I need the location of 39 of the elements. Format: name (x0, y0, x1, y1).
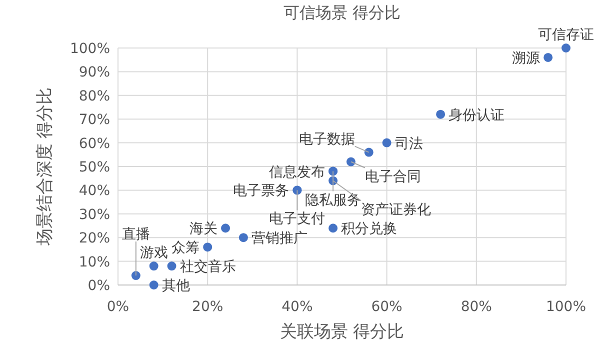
annotation: 游戏 (140, 245, 168, 262)
annotation: 积分兑换 (341, 221, 398, 238)
y-tick-label: 10% (78, 254, 110, 270)
annotation: 营销推广 (251, 230, 308, 247)
y-tick-label: 0% (88, 278, 110, 294)
y-tick-label: 30% (78, 206, 110, 223)
x-tick-label: 100% (546, 299, 586, 315)
y-tick-label: 60% (78, 136, 110, 152)
annotation: 电子数据 (298, 131, 355, 148)
chart-title: 可信场景 得分比 (283, 3, 401, 22)
annotation: 隐私服务 (305, 192, 362, 208)
y-tick-label: 100% (70, 41, 110, 57)
x-tick-label: 0% (106, 299, 130, 315)
x-tick-label: 60% (371, 299, 402, 315)
x-axis-title: 关联场景 得分比 (280, 322, 404, 342)
x-tick-label: 20% (192, 299, 224, 315)
y-tick-label: 40% (78, 183, 110, 200)
annotation: 众筹 (172, 240, 200, 256)
x-tick-label: 80% (460, 299, 492, 315)
annotation: 其他 (162, 278, 190, 294)
annotation: 电子票务 (233, 183, 290, 200)
x-tick-label: 40% (282, 299, 313, 315)
y-tick-label: 90% (78, 64, 110, 81)
y-tick-label: 80% (78, 88, 110, 104)
annotation: 资产证券化 (361, 202, 432, 218)
annotation: 海关 (190, 221, 218, 238)
annotation: 可信存证 (538, 27, 594, 44)
annotation: 溯源 (512, 50, 540, 67)
y-axis-title: 场景结合深度 得分比 (35, 87, 55, 247)
y-tick-label: 50% (78, 160, 110, 176)
y-tick-label: 70% (78, 112, 110, 128)
annotation: 直播 (122, 226, 150, 243)
annotation: 司法 (394, 136, 423, 152)
y-tick-label: 20% (78, 230, 110, 247)
annotation: 信息发布 (269, 164, 326, 180)
annotation: 电子支付 (269, 211, 326, 228)
annotation: 电子合同 (364, 168, 421, 185)
annotation: 身份认证 (448, 107, 505, 124)
annotation: 社交音乐 (180, 259, 236, 276)
